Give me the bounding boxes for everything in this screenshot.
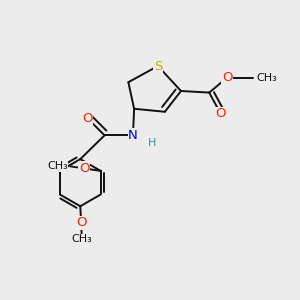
Text: O: O (82, 112, 92, 124)
Text: N: N (128, 129, 138, 142)
Text: CH₃: CH₃ (256, 73, 277, 82)
Text: O: O (79, 162, 89, 175)
Text: S: S (154, 59, 162, 73)
Text: CH₃: CH₃ (71, 235, 92, 244)
Text: O: O (215, 107, 226, 120)
Text: O: O (222, 71, 232, 84)
Text: H: H (148, 138, 157, 148)
Text: CH₃: CH₃ (47, 161, 68, 171)
Text: O: O (76, 216, 86, 230)
